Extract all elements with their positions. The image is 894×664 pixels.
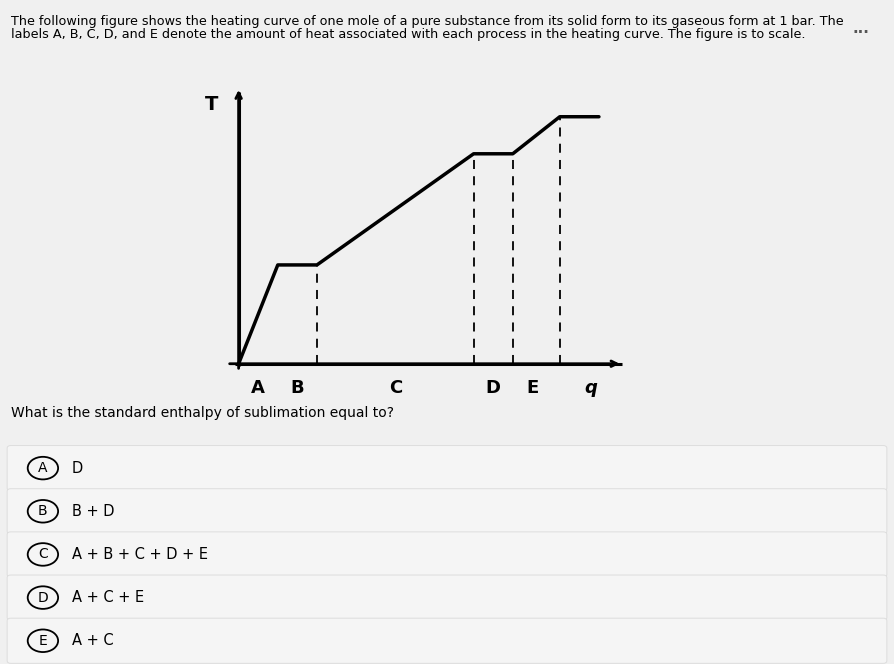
Text: The following figure shows the heating curve of one mole of a pure substance fro: The following figure shows the heating c…	[11, 15, 843, 28]
Text: A + C + E: A + C + E	[72, 590, 144, 605]
Text: B + D: B + D	[72, 504, 114, 519]
Text: q: q	[585, 378, 597, 396]
Text: E: E	[527, 378, 538, 396]
Text: A: A	[38, 461, 47, 475]
Text: D: D	[38, 590, 48, 605]
Text: B: B	[38, 504, 47, 519]
Text: C: C	[38, 547, 47, 562]
Text: T: T	[205, 95, 218, 114]
Text: A: A	[251, 378, 266, 396]
Text: D: D	[72, 461, 83, 475]
Text: D: D	[485, 378, 501, 396]
Text: A + C: A + C	[72, 633, 114, 648]
Text: What is the standard enthalpy of sublimation equal to?: What is the standard enthalpy of sublima…	[11, 406, 393, 420]
Text: ...: ...	[852, 21, 869, 37]
Text: E: E	[38, 633, 47, 648]
Text: labels A, B, C, D, and E denote the amount of heat associated with each process : labels A, B, C, D, and E denote the amou…	[11, 28, 805, 41]
Text: B: B	[291, 378, 304, 396]
Text: A + B + C + D + E: A + B + C + D + E	[72, 547, 207, 562]
Text: C: C	[389, 378, 402, 396]
